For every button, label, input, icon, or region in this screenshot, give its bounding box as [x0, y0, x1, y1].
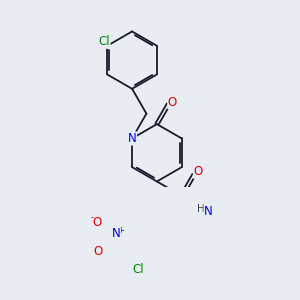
Text: N: N — [112, 227, 121, 240]
Text: O: O — [194, 165, 202, 178]
Text: N: N — [128, 132, 136, 145]
Text: O: O — [93, 244, 102, 258]
Text: -: - — [91, 213, 94, 222]
Text: N: N — [112, 227, 121, 240]
Text: N: N — [204, 205, 213, 218]
Text: Cl: Cl — [98, 35, 110, 48]
Text: O: O — [92, 216, 101, 230]
Text: Cl: Cl — [133, 263, 144, 276]
Text: H: H — [197, 204, 205, 214]
Text: O: O — [168, 96, 177, 109]
Text: +: + — [117, 226, 124, 235]
